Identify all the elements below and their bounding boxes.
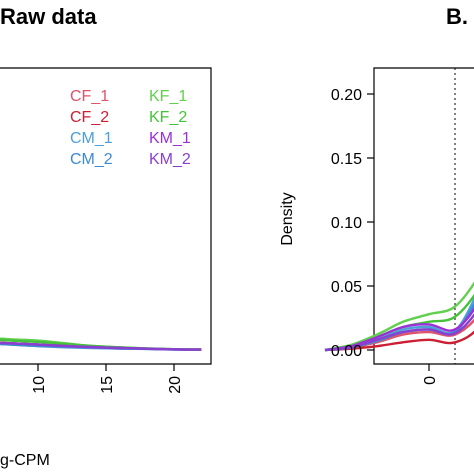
panel-b-series-line-kf-1 xyxy=(324,281,474,352)
panel-a-legend-entry-kf-2: KF_2 xyxy=(149,109,187,126)
panel-a-series-group xyxy=(0,337,202,351)
panel-a-legend-entry-kf-1: KF_1 xyxy=(149,88,187,105)
panel-b-y-tick-label: 0.00 xyxy=(331,343,362,360)
panel-a-legend-entry-cf-1: CF_1 xyxy=(70,88,109,105)
panel-b-title: B. xyxy=(446,4,468,29)
panel-b-y-tick-label: 0.15 xyxy=(331,151,362,168)
panel-a-ticks-group: 10 15 20 xyxy=(31,364,184,394)
panel-a-series-line-km-2 xyxy=(0,341,202,351)
panel-b-plot-box xyxy=(373,67,474,365)
panel-b-y-tick-label: 0.10 xyxy=(331,215,362,232)
panel-a-title: Raw data xyxy=(0,4,97,29)
panel-b-y-tick-label: 0.20 xyxy=(331,87,362,104)
panel-a-x-tick-label: 20 xyxy=(167,376,184,394)
panel-b-y-axis-label: Density xyxy=(279,192,296,245)
panel-a-x-tick-label: 15 xyxy=(99,376,116,394)
panel-b: B. Density 0.00 0.05 0.10 0.15 0.20 0 xyxy=(279,4,474,385)
panel-b-series-line-cm-2 xyxy=(324,302,474,352)
panel-a-x-tick-label: 10 xyxy=(31,376,48,394)
panel-b-series-line-kf-2 xyxy=(324,293,474,352)
panel-b-series-group xyxy=(324,281,474,352)
panel-a-legend: CF_1 KF_1 CF_2 KF_2 CM_1 KM_1 CM_2 KM_2 xyxy=(70,88,191,168)
panel-a: Raw data g-CPM 10 15 20 CF_1 KF_1 CF_2 KF_2 CM… xyxy=(0,4,212,469)
panel-b-series-line-cf-2 xyxy=(324,330,474,352)
panel-a-legend-entry-cf-2: CF_2 xyxy=(70,109,109,126)
panel-a-legend-entry-km-1: KM_1 xyxy=(149,130,191,147)
panel-a-legend-entry-cm-1: CM_1 xyxy=(70,130,113,147)
panel-a-x-axis-label: g-CPM xyxy=(0,452,50,469)
panel-a-legend-entry-cm-2: CM_2 xyxy=(70,151,113,168)
panel-a-legend-entry-km-2: KM_2 xyxy=(149,151,191,168)
panel-b-y-tick-label: 0.05 xyxy=(331,279,362,296)
panel-b-series-line-km-2 xyxy=(324,313,474,352)
panel-b-series-line-km-1 xyxy=(324,307,474,352)
panel-b-series-line-cf-1 xyxy=(324,318,474,352)
panel-b-ticks-group: 0.00 0.05 0.10 0.15 0.20 0 xyxy=(331,87,439,385)
panel-b-x-tick-label: 0 xyxy=(422,376,439,385)
